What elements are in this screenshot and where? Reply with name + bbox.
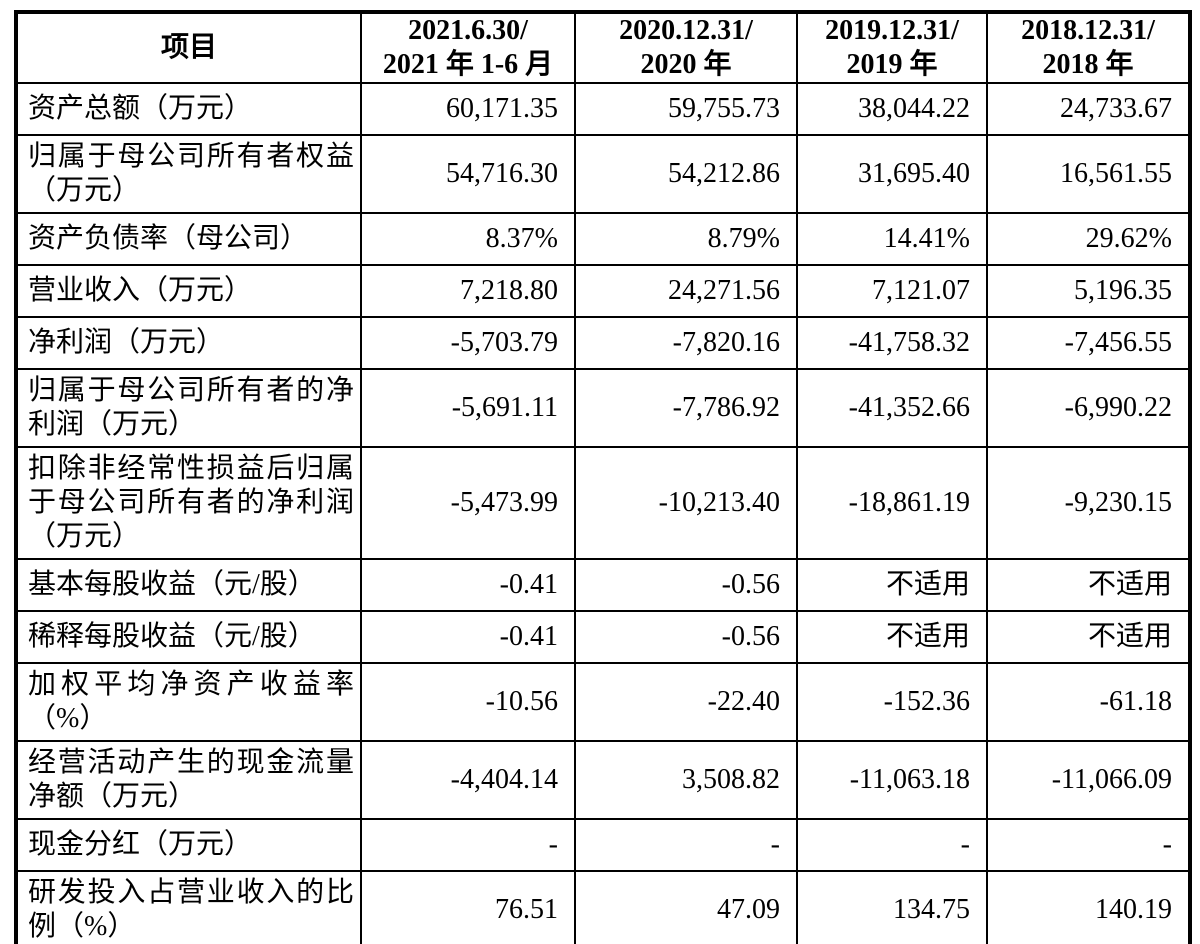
value-cell-2019: 7,121.07: [796, 264, 988, 318]
value-cell-2018: 5,196.35: [986, 264, 1191, 318]
value-cell-2019: -152.36: [796, 662, 988, 742]
value-cell-2018: -9,230.15: [986, 446, 1191, 560]
row-label-cell: 基本每股收益（元/股）: [15, 558, 362, 612]
table-row: 研发投入占营业收入的比例（%） 76.51 47.09 134.75 140.1…: [15, 870, 1191, 944]
value-cell-2019: -11,063.18: [796, 740, 988, 820]
value-cell-2018: 不适用: [986, 610, 1191, 664]
value-cell-2020: -10,213.40: [574, 446, 798, 560]
period-header-line2: 2019 年: [846, 49, 938, 80]
period-header-line1: 2021.6.30/: [408, 15, 528, 46]
row-label-cell: 归属于母公司所有者权益（万元）: [15, 134, 362, 214]
period-header-line1: 2019.12.31/: [825, 15, 959, 46]
value-cell-2019: 14.41%: [796, 212, 988, 266]
value-cell-2021: -4,404.14: [360, 740, 576, 820]
table-row: 资产总额（万元） 60,171.35 59,755.73 38,044.22 2…: [15, 82, 1191, 136]
value-cell-2020: -: [574, 818, 798, 872]
value-cell-2021: 76.51: [360, 870, 576, 944]
value-cell-2020: -7,820.16: [574, 316, 798, 370]
value-cell-2020: 47.09: [574, 870, 798, 944]
value-cell-2021: -10.56: [360, 662, 576, 742]
value-cell-2020: 8.79%: [574, 212, 798, 266]
row-label-cell: 归属于母公司所有者的净利润（万元）: [15, 368, 362, 448]
value-cell-2019: 38,044.22: [796, 82, 988, 136]
table-row: 扣除非经常性损益后归属于母公司所有者的净利润（万元） -5,473.99 -10…: [15, 446, 1191, 560]
value-cell-2020: -22.40: [574, 662, 798, 742]
value-cell-2019: -41,352.66: [796, 368, 988, 448]
table-row: 稀释每股收益（元/股） -0.41 -0.56 不适用 不适用: [15, 610, 1191, 664]
value-cell-2021: -5,691.11: [360, 368, 576, 448]
value-cell-2021: -5,703.79: [360, 316, 576, 370]
period-column-header-2019: 2019.12.31/ 2019 年: [796, 11, 988, 84]
table-row: 净利润（万元） -5,703.79 -7,820.16 -41,758.32 -…: [15, 316, 1191, 370]
value-cell-2018: 24,733.67: [986, 82, 1191, 136]
value-cell-2020: 24,271.56: [574, 264, 798, 318]
value-cell-2020: -0.56: [574, 610, 798, 664]
value-cell-2019: 不适用: [796, 558, 988, 612]
value-cell-2019: -: [796, 818, 988, 872]
period-header-line2: 2020 年: [640, 49, 732, 80]
period-column-header-2021: 2021.6.30/ 2021 年 1-6 月: [360, 11, 576, 84]
value-cell-2018: -7,456.55: [986, 316, 1191, 370]
row-label-cell: 稀释每股收益（元/股）: [15, 610, 362, 664]
value-cell-2020: 59,755.73: [574, 82, 798, 136]
value-cell-2021: 7,218.80: [360, 264, 576, 318]
row-label-cell: 研发投入占营业收入的比例（%）: [15, 870, 362, 944]
financial-summary-table: 项目 2021.6.30/ 2021 年 1-6 月 2020.12.31/ 2…: [14, 10, 1192, 944]
value-cell-2021: -0.41: [360, 558, 576, 612]
value-cell-2018: -61.18: [986, 662, 1191, 742]
value-cell-2019: 31,695.40: [796, 134, 988, 214]
value-cell-2019: -18,861.19: [796, 446, 988, 560]
value-cell-2018: 16,561.55: [986, 134, 1191, 214]
period-header-line1: 2020.12.31/: [619, 15, 753, 46]
value-cell-2019: 134.75: [796, 870, 988, 944]
row-label-cell: 加权平均净资产收益率（%）: [15, 662, 362, 742]
row-label-cell: 资产负债率（母公司）: [15, 212, 362, 266]
value-cell-2018: -: [986, 818, 1191, 872]
row-label-cell: 营业收入（万元）: [15, 264, 362, 318]
period-header-line1: 2018.12.31/: [1021, 15, 1155, 46]
value-cell-2018: -11,066.09: [986, 740, 1191, 820]
table-row: 资产负债率（母公司） 8.37% 8.79% 14.41% 29.62%: [15, 212, 1191, 266]
value-cell-2020: -7,786.92: [574, 368, 798, 448]
value-cell-2021: -0.41: [360, 610, 576, 664]
table-body: 资产总额（万元） 60,171.35 59,755.73 38,044.22 2…: [15, 82, 1191, 944]
table-row: 加权平均净资产收益率（%） -10.56 -22.40 -152.36 -61.…: [15, 662, 1191, 742]
table-row: 归属于母公司所有者的净利润（万元） -5,691.11 -7,786.92 -4…: [15, 368, 1191, 448]
value-cell-2018: 140.19: [986, 870, 1191, 944]
value-cell-2018: 不适用: [986, 558, 1191, 612]
value-cell-2018: -6,990.22: [986, 368, 1191, 448]
value-cell-2021: 8.37%: [360, 212, 576, 266]
value-cell-2018: 29.62%: [986, 212, 1191, 266]
value-cell-2021: 60,171.35: [360, 82, 576, 136]
table-row: 营业收入（万元） 7,218.80 24,271.56 7,121.07 5,1…: [15, 264, 1191, 318]
row-label-cell: 经营活动产生的现金流量净额（万元）: [15, 740, 362, 820]
value-cell-2019: -41,758.32: [796, 316, 988, 370]
value-cell-2020: 54,212.86: [574, 134, 798, 214]
item-column-header: 项目: [15, 11, 362, 84]
table-row: 基本每股收益（元/股） -0.41 -0.56 不适用 不适用: [15, 558, 1191, 612]
row-label-cell: 现金分红（万元）: [15, 818, 362, 872]
value-cell-2019: 不适用: [796, 610, 988, 664]
value-cell-2021: 54,716.30: [360, 134, 576, 214]
value-cell-2020: 3,508.82: [574, 740, 798, 820]
value-cell-2021: -: [360, 818, 576, 872]
value-cell-2020: -0.56: [574, 558, 798, 612]
value-cell-2021: -5,473.99: [360, 446, 576, 560]
header-row: 项目 2021.6.30/ 2021 年 1-6 月 2020.12.31/ 2…: [15, 11, 1191, 84]
period-header-line2: 2021 年 1-6 月: [382, 49, 554, 80]
row-label-cell: 扣除非经常性损益后归属于母公司所有者的净利润（万元）: [15, 446, 362, 560]
period-header-line2: 2018 年: [1042, 49, 1134, 80]
table-row: 经营活动产生的现金流量净额（万元） -4,404.14 3,508.82 -11…: [15, 740, 1191, 820]
row-label-cell: 净利润（万元）: [15, 316, 362, 370]
table-row: 归属于母公司所有者权益（万元） 54,716.30 54,212.86 31,6…: [15, 134, 1191, 214]
period-column-header-2020: 2020.12.31/ 2020 年: [574, 11, 798, 84]
row-label-cell: 资产总额（万元）: [15, 82, 362, 136]
period-column-header-2018: 2018.12.31/ 2018 年: [986, 11, 1191, 84]
table-row: 现金分红（万元） - - - -: [15, 818, 1191, 872]
